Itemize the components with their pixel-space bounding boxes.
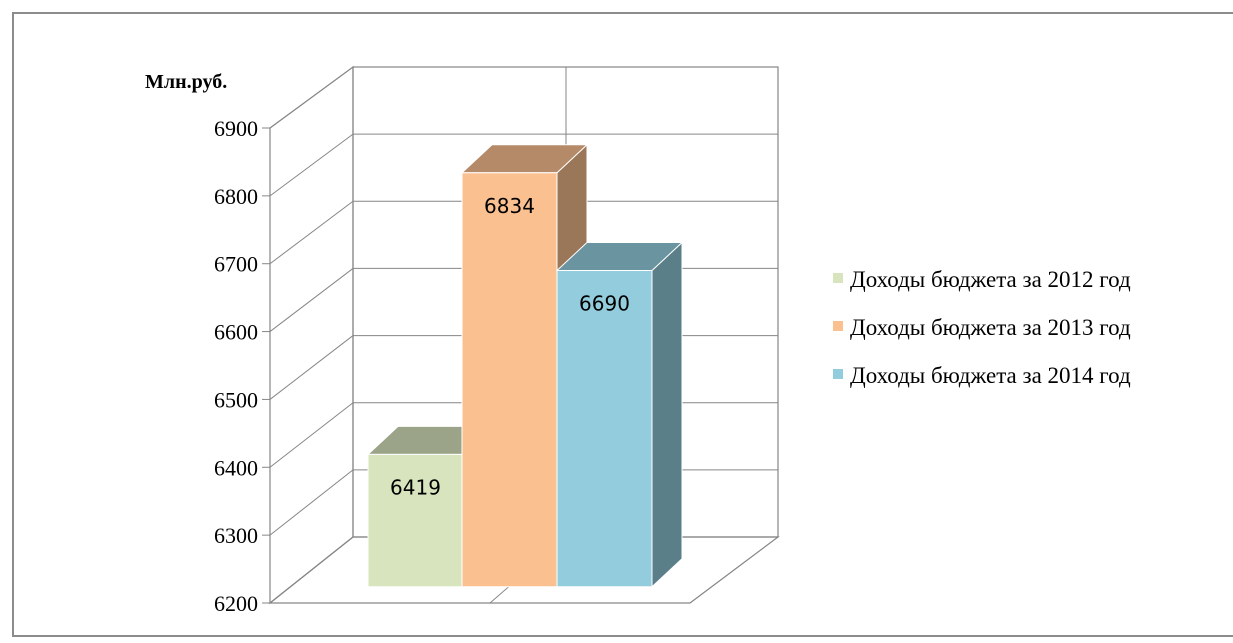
bar-data-label: 6690 (579, 292, 630, 316)
y-tick-label: 6800 (214, 184, 258, 209)
bar-group: 6690 (555, 241, 684, 588)
side-wall (269, 65, 354, 605)
legend-swatch (833, 321, 843, 331)
legend-label: Доходы бюджета за 2014 год (850, 363, 1131, 388)
y-tick-label: 6600 (214, 320, 258, 345)
y-axis-label: Млн.руб. (145, 71, 227, 93)
bar-data-label: 6834 (484, 194, 535, 218)
side-gridline (269, 402, 354, 468)
y-tick-label: 6400 (214, 455, 258, 480)
bar (367, 453, 464, 588)
side-gridline (269, 335, 354, 400)
y-tick-label: 6500 (214, 387, 258, 412)
y-tick-label: 6300 (214, 523, 258, 548)
legend-label: Доходы бюджета за 2012 год (850, 267, 1131, 292)
side-gridline (269, 133, 354, 197)
side-gridline (269, 268, 354, 332)
side-gridline (269, 200, 354, 265)
legend-swatch (833, 273, 843, 283)
legend: Доходы бюджета за 2012 год Доходы бюджета… (833, 267, 1131, 388)
legend-label: Доходы бюджета за 2013 год (850, 315, 1131, 340)
bar-side (651, 241, 683, 588)
bar (556, 270, 653, 588)
y-tick-label: 6900 (214, 116, 258, 141)
y-tick-label: 6700 (214, 252, 258, 277)
bar-data-label: 6419 (390, 475, 441, 499)
y-tick-label: 6200 (214, 591, 258, 616)
floor (268, 536, 780, 604)
y-axis-ticks: 6200 6300 6400 6500 6600 6700 6800 6900 (214, 116, 270, 616)
bar (461, 172, 558, 588)
bars: 6419 6834 6690 (366, 143, 684, 588)
side-gridline (269, 469, 354, 536)
legend-swatch (833, 369, 843, 379)
side-gridline (269, 66, 354, 129)
